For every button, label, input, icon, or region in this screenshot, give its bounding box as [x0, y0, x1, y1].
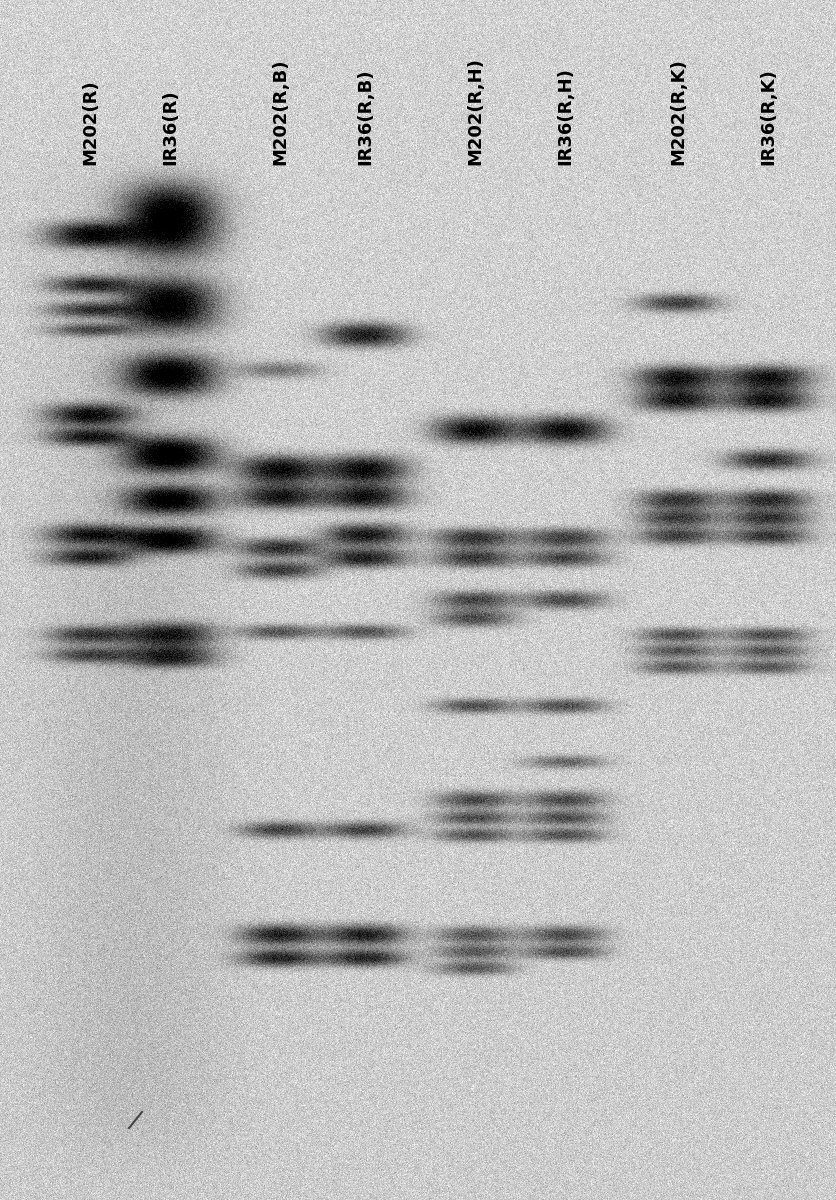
- Text: M202(R,B): M202(R,B): [271, 59, 288, 164]
- Text: M202(R,H): M202(R,H): [466, 58, 483, 164]
- Text: M202(R,K): M202(R,K): [668, 59, 686, 164]
- Text: IR36(R,K): IR36(R,K): [758, 68, 776, 164]
- Text: IR36(R): IR36(R): [161, 89, 179, 164]
- Text: M202(R): M202(R): [81, 79, 99, 164]
- Text: IR36(R,H): IR36(R,H): [555, 67, 573, 164]
- Text: IR36(R,B): IR36(R,B): [355, 68, 374, 164]
